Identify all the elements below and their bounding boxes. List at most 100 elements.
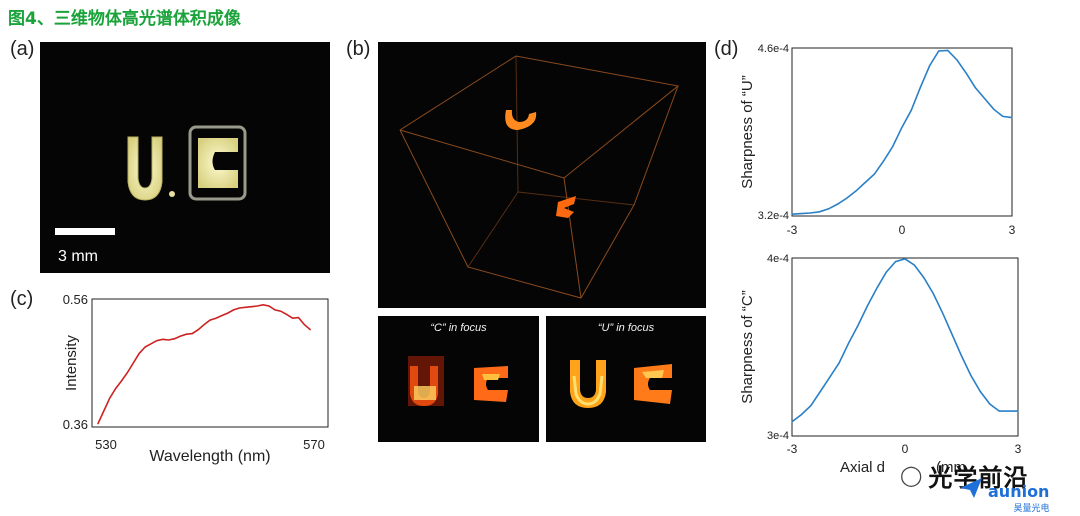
data-point xyxy=(221,315,223,317)
data-point xyxy=(791,213,793,215)
inset-c-caption: “C” in focus xyxy=(430,322,487,334)
plot-frame xyxy=(791,47,1013,217)
data-point xyxy=(138,352,140,354)
y-tick-label: 0.36 xyxy=(63,417,88,432)
data-point xyxy=(904,258,906,260)
data-point xyxy=(238,307,241,309)
data-point xyxy=(919,87,921,89)
series-line xyxy=(791,49,1013,215)
data-point xyxy=(197,329,199,331)
data-point xyxy=(262,304,264,306)
y-tick-label: 4e-4 xyxy=(767,253,789,265)
series-line xyxy=(97,303,311,425)
y-tick-label: 4.6e-4 xyxy=(758,43,789,55)
scale-bar-label: 3 mm xyxy=(58,248,98,265)
data-point xyxy=(993,108,995,110)
x-axis-label: Wavelength (nm) xyxy=(149,448,270,465)
data-point xyxy=(979,390,981,393)
data-point xyxy=(1011,117,1013,119)
y-tick-label: 0.56 xyxy=(63,292,88,307)
x-tick-label: 570 xyxy=(303,437,325,452)
data-point xyxy=(800,213,802,215)
data-point xyxy=(855,190,857,192)
data-point xyxy=(998,410,1000,412)
data-point xyxy=(866,305,868,307)
data-point xyxy=(819,390,821,393)
data-point xyxy=(233,309,235,311)
data-point xyxy=(910,109,912,111)
x-axis-unit-partial: (mm xyxy=(936,459,966,476)
data-point xyxy=(895,261,897,263)
data-point xyxy=(256,305,258,307)
panel-b-volume xyxy=(378,42,706,308)
data-point xyxy=(965,72,967,74)
data-point xyxy=(179,335,182,337)
volume-render-image xyxy=(399,55,680,299)
data-point xyxy=(280,310,282,312)
y-axis-label: Intensity xyxy=(63,335,80,391)
brand-logo: aunion 昊量光电 xyxy=(988,482,1049,514)
data-point xyxy=(932,293,934,295)
y-axis-label: Sharpness of “C” xyxy=(740,290,756,403)
x-tick-label: 3 xyxy=(1009,223,1016,237)
x-axis-label: Axial d xyxy=(840,459,885,476)
data-point xyxy=(983,97,986,99)
data-point xyxy=(956,59,958,61)
data-point xyxy=(227,312,229,314)
data-point xyxy=(883,160,885,162)
panel-a-label: (a) xyxy=(10,38,35,60)
panel-a-photo: 3 mm xyxy=(40,42,330,273)
x-tick-label: -3 xyxy=(787,442,798,456)
x-tick-label: 3 xyxy=(1015,442,1022,456)
uc-photo-image xyxy=(127,125,247,201)
data-point xyxy=(292,317,294,319)
inset-c-image xyxy=(408,356,508,406)
data-point xyxy=(215,317,217,319)
panel-c-label: (c) xyxy=(10,288,34,310)
brand-name: aunion xyxy=(988,482,1050,501)
scale-bar xyxy=(55,228,115,235)
chart-c-svg: 0.56 0.36 530 570 Wavelength (nm) Intensity xyxy=(63,292,329,465)
data-point xyxy=(892,145,894,147)
wechat-icon: ◯ xyxy=(900,465,923,487)
data-point xyxy=(970,374,972,377)
data-point xyxy=(274,309,276,311)
panel-c-chart: 0.56 0.36 530 570 Wavelength (nm) Intensity xyxy=(40,285,340,465)
data-point xyxy=(800,414,802,416)
data-point xyxy=(191,333,193,335)
plot-frame xyxy=(791,257,1019,437)
data-point xyxy=(286,313,288,315)
inset-u-image xyxy=(570,360,672,408)
data-point xyxy=(901,126,903,128)
chart-d-top-svg: 4.6e-4 3.2e-4-3 0 3 Sharpness of “U” xyxy=(740,43,1016,237)
data-point xyxy=(115,388,117,390)
data-point xyxy=(989,403,991,405)
y-axis-label: Sharpness of “U” xyxy=(740,75,756,188)
inset-u-in-focus: “U” in focus xyxy=(546,316,706,442)
figure-title: 图4、三维物体高光谱体积成像 xyxy=(8,9,241,29)
data-point xyxy=(1008,410,1010,412)
data-point xyxy=(97,423,99,425)
data-point xyxy=(185,333,187,335)
data-point xyxy=(857,325,859,327)
data-point xyxy=(923,277,925,279)
data-point xyxy=(791,421,793,423)
data-point xyxy=(150,343,152,345)
x-tick-label: 0 xyxy=(899,223,906,237)
x-tick-label: 530 xyxy=(95,437,117,452)
y-tick-label: 3.2e-4 xyxy=(758,210,789,222)
data-point xyxy=(951,333,953,336)
data-point xyxy=(809,212,811,214)
data-point xyxy=(913,264,915,266)
y-tick-label: 3e-4 xyxy=(767,430,789,442)
data-point xyxy=(132,362,134,364)
data-point xyxy=(846,197,848,199)
data-point xyxy=(928,65,931,67)
data-point xyxy=(297,317,300,319)
inset-c-in-focus: “C” in focus xyxy=(378,316,539,442)
data-point xyxy=(162,338,164,340)
data-point xyxy=(810,405,812,407)
paper-plane-icon xyxy=(960,478,982,498)
data-point xyxy=(942,312,944,314)
data-point xyxy=(1017,410,1019,412)
